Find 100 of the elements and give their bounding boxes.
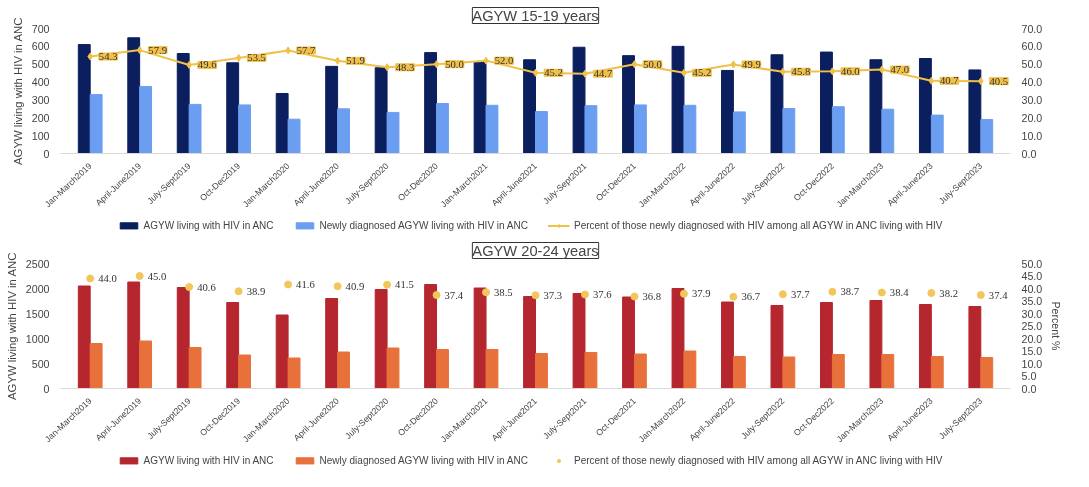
data-label: 38.4 (889, 287, 910, 298)
bar (671, 45, 685, 154)
bar (127, 281, 141, 389)
legend-label: AGYW living with HIV in ANC (143, 454, 274, 466)
y2-tick-label: 20.0 (1021, 111, 1043, 124)
data-label: 53.5 (247, 52, 266, 64)
bar (89, 343, 103, 389)
bar (820, 302, 833, 389)
data-label: 37.4 (444, 289, 464, 301)
data-label: 36.7 (741, 291, 761, 303)
y2-tick-label: 50.0 (1021, 257, 1043, 270)
point (136, 46, 143, 55)
legend-label: Newly diagnosed AGYW living with HIV in ANC (319, 219, 528, 231)
y-tick-label: 100 (31, 129, 50, 142)
bar (176, 53, 190, 154)
data-label: 49.9 (742, 58, 761, 70)
y2-tick-label: 60.0 (1021, 40, 1043, 53)
point (976, 291, 985, 299)
point (630, 292, 639, 301)
y-tick-label: 400 (31, 76, 50, 89)
y2-tick-label: 40.0 (1021, 76, 1043, 89)
bar (139, 340, 153, 389)
bar (275, 314, 289, 389)
bar (622, 296, 635, 389)
bar (820, 51, 833, 154)
y-tick-label: 700 (31, 22, 50, 35)
data-label: 37.6 (592, 289, 613, 300)
bar (683, 350, 697, 389)
bar (176, 287, 190, 389)
data-label: 45.2 (544, 67, 563, 79)
bar (337, 108, 350, 154)
data-label: 40.5 (989, 75, 1009, 87)
data-label: 45.2 (692, 67, 712, 79)
point (284, 280, 293, 289)
bar (226, 302, 240, 389)
y-tick-label: 200 (31, 111, 50, 124)
legend-label: Percent of those newly diagnosed with HIV among all AGYW in ANC living with HIV (573, 219, 943, 231)
point (87, 52, 94, 61)
bar (188, 103, 202, 154)
point (383, 280, 392, 289)
data-label: 37.9 (691, 288, 711, 300)
data-label: 40.7 (940, 75, 960, 87)
data-label: 48.3 (395, 61, 415, 73)
y-tick-label: 300 (31, 93, 50, 106)
y2-tick-label: 0.0 (1021, 147, 1037, 160)
data-label: 52.0 (494, 55, 514, 67)
bar (831, 354, 845, 389)
bar (721, 69, 734, 154)
data-label: 49.6 (197, 59, 218, 71)
bar (572, 46, 586, 154)
data-label: 50.0 (643, 58, 662, 70)
bar (337, 351, 350, 389)
bar (633, 104, 647, 154)
point (482, 288, 491, 297)
y2-tick-label: 30.0 (1021, 93, 1043, 106)
data-label: 38.9 (246, 285, 266, 297)
data-label: 51.9 (346, 55, 365, 67)
data-label: 38.5 (494, 286, 513, 298)
bar (89, 94, 103, 154)
y-axis-title: AGYW living with HIV in ANC (11, 17, 24, 165)
bar (139, 86, 153, 154)
y-tick-label: 500 (31, 357, 50, 370)
bar (770, 305, 784, 389)
data-label: 37.4 (988, 289, 1009, 301)
bar (77, 285, 91, 389)
bar (968, 306, 982, 389)
y2-tick-label: 15.0 (1021, 345, 1043, 357)
point (334, 56, 341, 65)
data-label: 41.6 (296, 279, 316, 290)
bar (77, 44, 91, 154)
y2-tick-label: 50.0 (1021, 58, 1043, 71)
bar (633, 353, 647, 389)
y-tick-label: 1000 (25, 332, 50, 345)
bar (584, 352, 598, 389)
point (333, 282, 342, 291)
legend-label: Percent of those newly diagnosed with HIV among all AGYW in ANC living with HIV (573, 454, 943, 466)
y-tick-label: 2000 (25, 282, 50, 295)
bar (374, 67, 388, 154)
point (432, 291, 441, 299)
point (977, 77, 984, 86)
bar (275, 93, 289, 154)
bar (523, 59, 536, 154)
y2-tick-label: 5.0 (1021, 370, 1037, 382)
data-label: 37.3 (543, 289, 563, 301)
data-label: 47.0 (890, 64, 910, 76)
bar (831, 106, 845, 154)
point (828, 287, 837, 296)
bar (980, 119, 994, 154)
point (433, 60, 440, 69)
bar (782, 356, 796, 389)
bar (238, 354, 251, 389)
data-label: 45.0 (147, 270, 167, 282)
bar (485, 104, 499, 154)
bar (424, 52, 438, 154)
y-tick-label: 0 (43, 147, 50, 160)
point (235, 53, 242, 62)
bar (287, 118, 301, 154)
bar (968, 69, 982, 154)
bar (584, 105, 598, 154)
bar (436, 349, 449, 389)
